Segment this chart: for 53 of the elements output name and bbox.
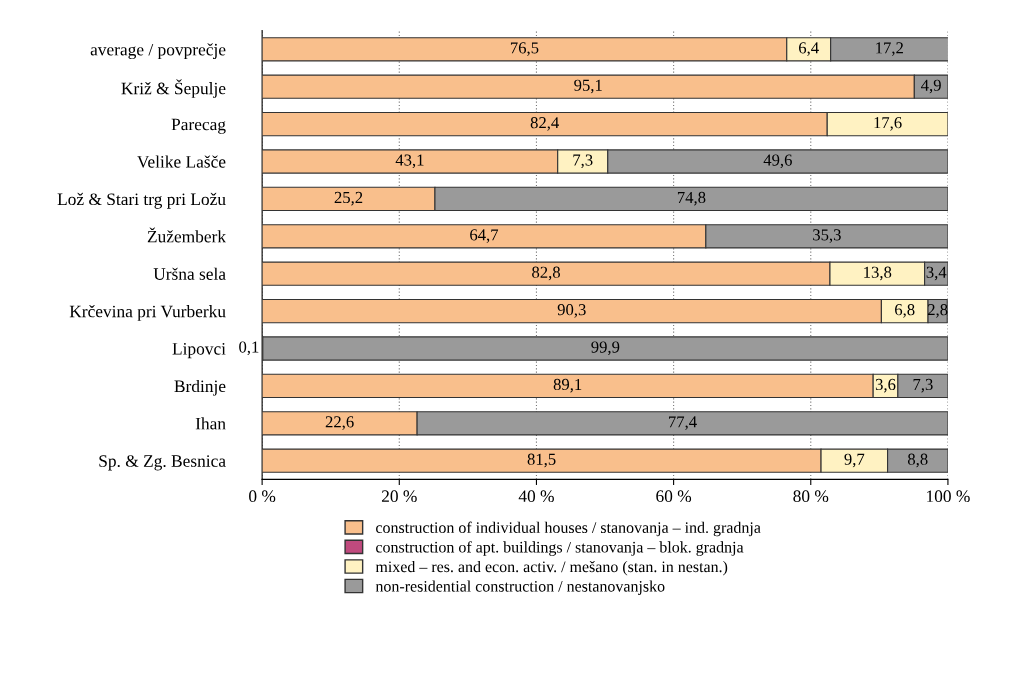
data-label: 77,4 [669, 416, 697, 430]
data-label: 3,6 [875, 378, 896, 393]
legend-label: construction of apt. buildings / stanovanja – blok. gradnja [376, 541, 744, 556]
y-tick-label: Uršna sela [153, 267, 226, 280]
x-tick-label: 80 % [793, 490, 829, 503]
data-label: 4,9 [921, 79, 941, 94]
x-tick-label: 20 % [381, 490, 417, 503]
data-label: 17,6 [874, 117, 902, 131]
data-label: 7,3 [573, 154, 593, 169]
data-label: 49,6 [763, 154, 792, 169]
data-label: 7,3 [913, 378, 933, 393]
legend-label: mixed – res. and econ. activ. / mešano (stan. in nestan.) [375, 560, 728, 576]
y-tick-label: Lož & Stari trg pri Ložu [57, 192, 226, 209]
y-tick-label: Lipovci [172, 343, 226, 359]
legend-label: construction of individual houses / stanovanja – ind. gradnja [376, 521, 761, 537]
x-tick-label: 0 % [249, 490, 276, 503]
data-label: 76,5 [510, 42, 539, 56]
y-tick-label: Parecag [171, 118, 226, 134]
data-label: 64,7 [470, 229, 499, 243]
data-label: 35,3 [813, 229, 841, 243]
data-label: 6,8 [895, 304, 915, 318]
data-label: 43,1 [395, 154, 424, 169]
x-tick-label: 40 % [518, 490, 554, 503]
data-label: 22,6 [325, 416, 354, 430]
y-tick-label: Žužemberk [147, 227, 227, 243]
x-tick-label: 60 % [656, 490, 692, 503]
data-label: 0,1 [239, 341, 259, 356]
data-label: 81,5 [527, 453, 556, 468]
data-label: 8,8 [907, 453, 928, 468]
data-label: 13,8 [864, 266, 892, 281]
data-label: 3,4 [926, 266, 947, 281]
y-tick-label: Krčevina pri Vurberku [69, 305, 226, 321]
data-label: 90,3 [557, 304, 586, 318]
y-tick-label: Ihan [195, 417, 226, 430]
y-tick-label: Velike Lašče [137, 155, 226, 168]
y-tick-label: Brdinje [174, 379, 226, 396]
y-tick-label: average / povprečje [90, 43, 226, 60]
data-label: 25,2 [334, 191, 363, 206]
bar [262, 336, 948, 361]
data-label: 9,7 [844, 453, 865, 468]
y-tick-label: Sp. & Zg. Besnica [99, 455, 226, 471]
data-label: 74,8 [677, 191, 706, 206]
data-label: 99,9 [591, 341, 620, 356]
data-label: 82,8 [532, 266, 560, 281]
y-tick-label: Križ & Šepulje [121, 79, 226, 98]
data-label: 82,4 [530, 117, 559, 131]
data-label: 95,1 [574, 79, 602, 94]
x-tick-label: 100 % [927, 490, 970, 503]
data-label: 6,4 [799, 42, 819, 56]
legend-label: non-residential construction / nestanovanjsko [375, 580, 665, 595]
data-label: 2,8 [927, 304, 948, 318]
data-label: 17,2 [876, 42, 903, 56]
data-label: 89,1 [553, 378, 582, 393]
